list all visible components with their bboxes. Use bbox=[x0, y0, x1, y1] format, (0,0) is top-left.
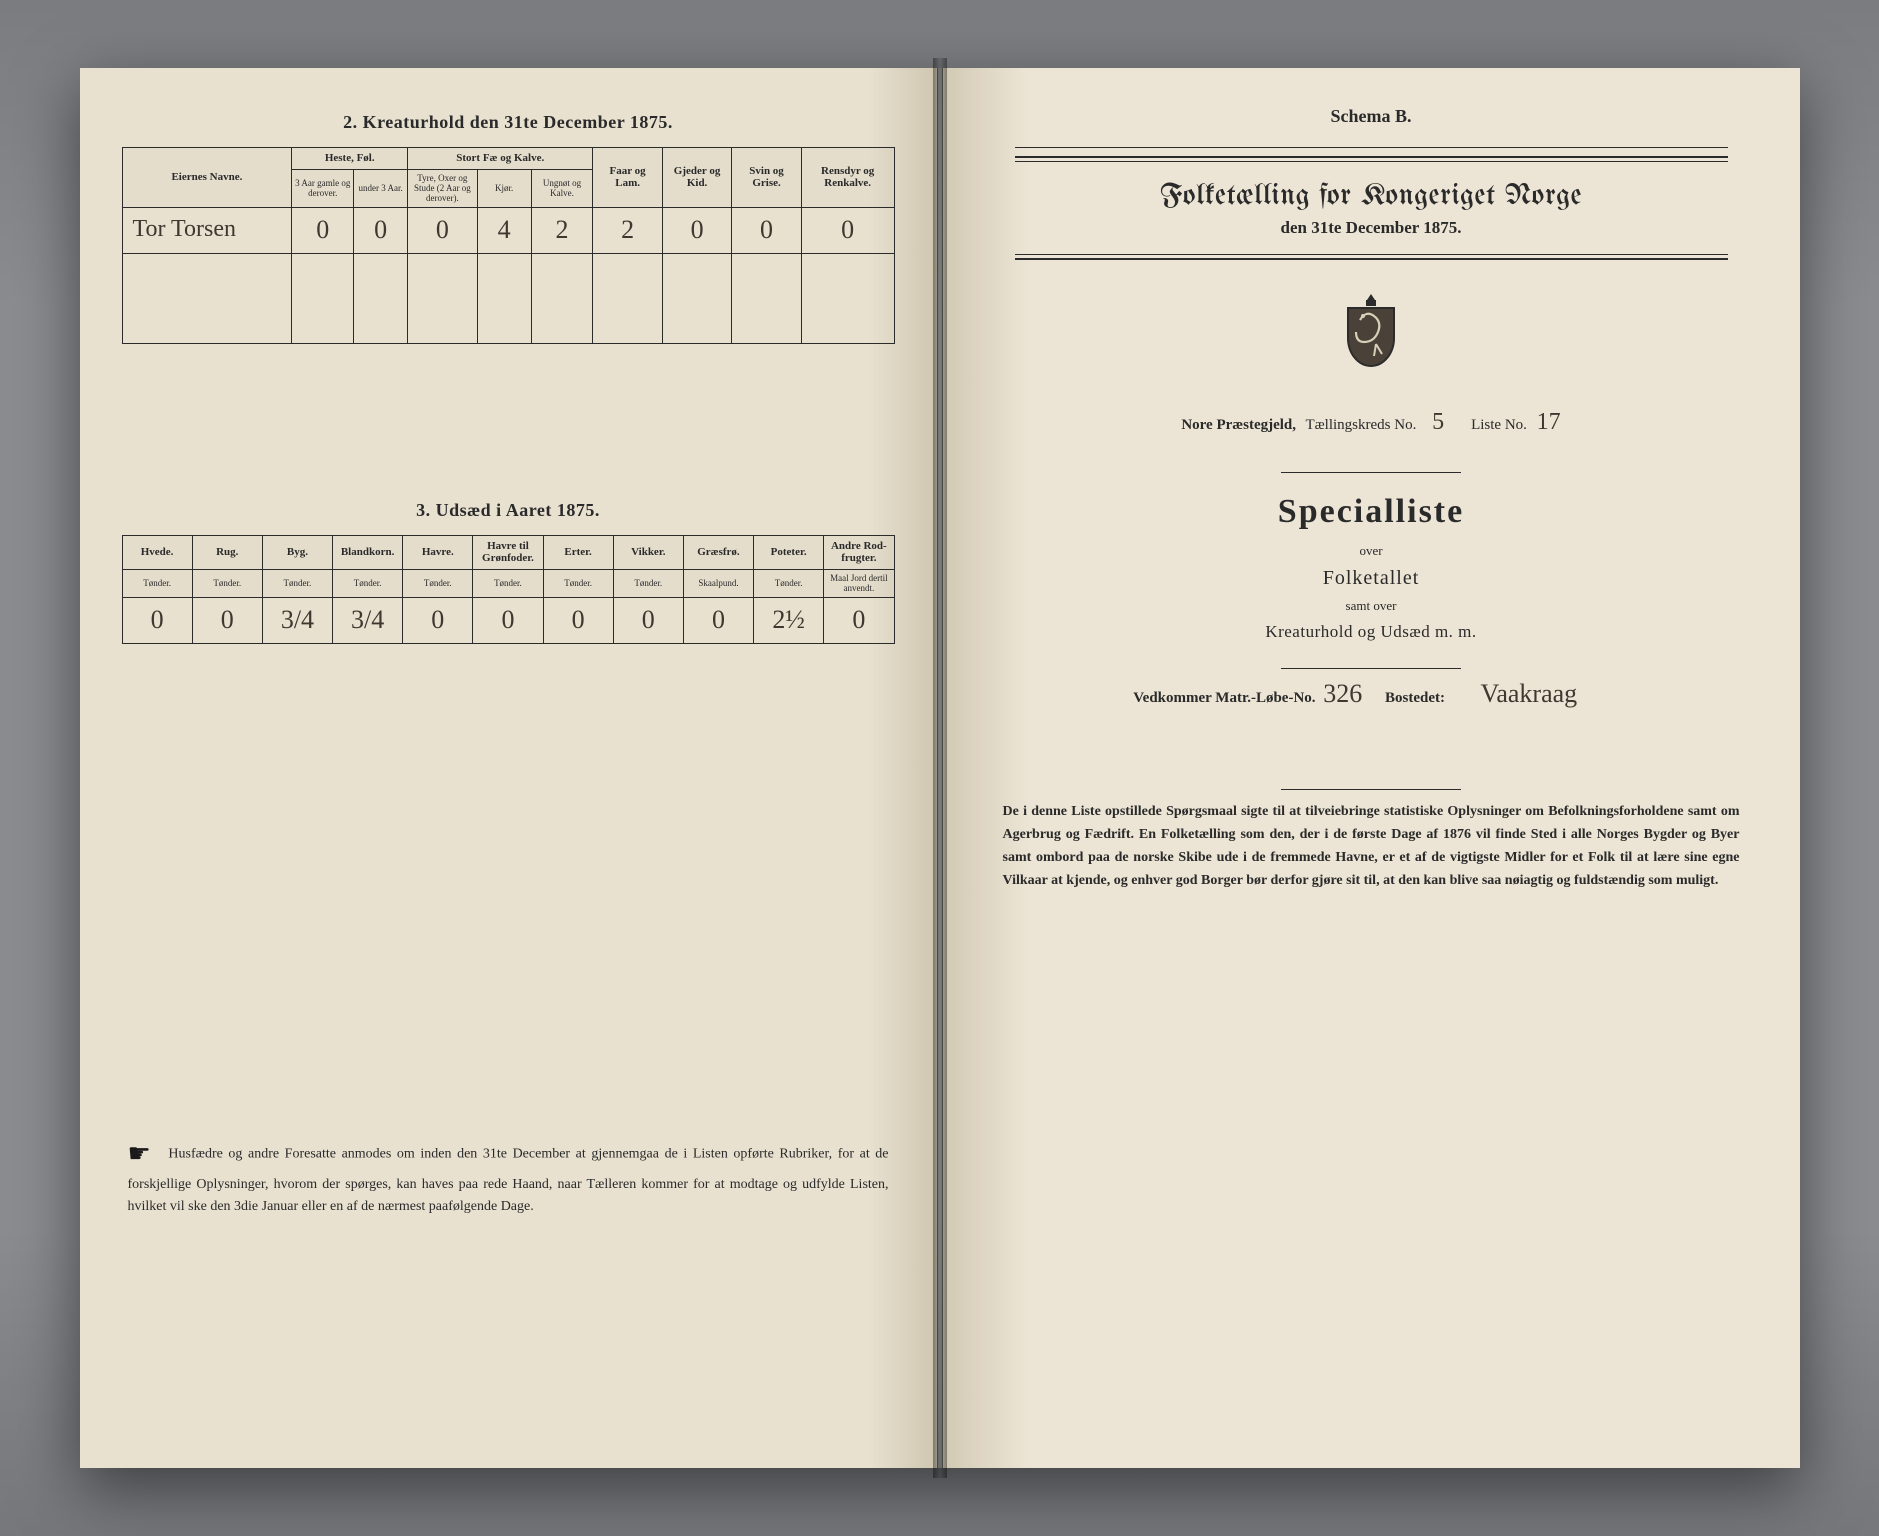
col-oats-green: Havre til Grønfoder. bbox=[473, 535, 543, 569]
census-title: Folketælling for Kongeriget Norge bbox=[1015, 180, 1728, 212]
unit: Tønder. bbox=[262, 569, 332, 597]
col-grass-seed: Græsfrø. bbox=[683, 535, 753, 569]
cell: 0 bbox=[662, 207, 731, 253]
census-date: den 31te December 1875. bbox=[1015, 218, 1728, 238]
livestock-table: Eiernes Navne. Heste, Føl. Stort Fæ og K… bbox=[122, 147, 895, 344]
liste-label: Liste No. bbox=[1471, 417, 1527, 433]
divider bbox=[1281, 789, 1461, 790]
instruction-footnote: ☛ Husfædre og andre Foresatte anmodes om… bbox=[122, 1134, 895, 1218]
cell: 0 bbox=[408, 207, 477, 253]
matr-no: 326 bbox=[1319, 679, 1366, 709]
over-label: over bbox=[985, 543, 1758, 559]
cell: 0 bbox=[732, 207, 801, 253]
matr-label: Vedkommer Matr.-Løbe-No. bbox=[1133, 690, 1315, 706]
seed-table: Hvede. Rug. Byg. Blandkorn. Havre. Havre… bbox=[122, 535, 895, 644]
cell: 0 bbox=[292, 207, 354, 253]
samt-over-label: samt over bbox=[985, 598, 1758, 614]
title-frame: Folketælling for Kongeriget Norge den 31… bbox=[1015, 156, 1728, 260]
cell: 0 bbox=[403, 597, 473, 643]
col-goats: Gjeder og Kid. bbox=[662, 148, 731, 208]
sub-cows: Kjør. bbox=[477, 169, 531, 207]
cell: 0 bbox=[473, 597, 543, 643]
book-spread: 2. Kreaturhold den 31te December 1875. E… bbox=[80, 68, 1800, 1468]
liste-no: 17 bbox=[1531, 409, 1567, 436]
cell: 0 bbox=[543, 597, 613, 643]
cell: 0 bbox=[354, 207, 408, 253]
table-row: Tor Torsen 0 0 0 4 2 2 0 0 0 bbox=[122, 207, 894, 253]
col-reindeer: Rensdyr og Renkalve. bbox=[801, 148, 894, 208]
table-row-empty bbox=[122, 253, 894, 343]
left-page: 2. Kreaturhold den 31te December 1875. E… bbox=[80, 68, 938, 1468]
kreds-label: Tællingskreds No. bbox=[1306, 417, 1417, 433]
col-vetch: Vikker. bbox=[613, 535, 683, 569]
section2-title: 2. Kreaturhold den 31te December 1875. bbox=[122, 112, 895, 133]
folketallet-label: Folketallet bbox=[985, 567, 1758, 590]
unit: Tønder. bbox=[613, 569, 683, 597]
col-oats: Havre. bbox=[403, 535, 473, 569]
col-potatoes: Poteter. bbox=[754, 535, 824, 569]
cell: 0 bbox=[122, 597, 192, 643]
cell: 2 bbox=[593, 207, 662, 253]
paragraph-text: De i denne Liste opstillede Spørgsmaal s… bbox=[1003, 804, 1740, 888]
coat-of-arms-icon bbox=[985, 288, 1758, 383]
matr-line: Vedkommer Matr.-Løbe-No. 326 Bostedet: V… bbox=[985, 679, 1758, 709]
col-roots: Andre Rod-frugter. bbox=[824, 535, 894, 569]
section3-title: 3. Udsæd i Aaret 1875. bbox=[122, 500, 895, 521]
unit: Tønder. bbox=[543, 569, 613, 597]
cell: 0 bbox=[192, 597, 262, 643]
cell: 3/4 bbox=[333, 597, 403, 643]
cell: 0 bbox=[801, 207, 894, 253]
explanatory-paragraph: De i denne Liste opstillede Spørgsmaal s… bbox=[985, 800, 1758, 892]
unit: Maal Jord dertil anvendt. bbox=[824, 569, 894, 597]
col-pigs: Svin og Grise. bbox=[732, 148, 801, 208]
bosted-name: Vaakraag bbox=[1449, 679, 1609, 709]
col-barley: Byg. bbox=[262, 535, 332, 569]
cell: 2½ bbox=[754, 597, 824, 643]
col-horses: Heste, Føl. bbox=[292, 148, 408, 170]
cell: 0 bbox=[613, 597, 683, 643]
col-sheep: Faar og Lam. bbox=[593, 148, 662, 208]
unit: Tønder. bbox=[403, 569, 473, 597]
sub-bulls: Tyre, Oxer og Stude (2 Aar og derover). bbox=[408, 169, 477, 207]
unit: Skaalpund. bbox=[683, 569, 753, 597]
specialliste-heading: Specialliste bbox=[985, 493, 1758, 531]
col-peas: Erter. bbox=[543, 535, 613, 569]
unit: Tønder. bbox=[333, 569, 403, 597]
schema-label: Schema B. bbox=[985, 106, 1758, 127]
unit: Tønder. bbox=[754, 569, 824, 597]
prestegjeld-label: Nore Præstegjeld, bbox=[1181, 417, 1296, 433]
bosted-label: Bostedet: bbox=[1385, 690, 1445, 706]
unit: Tønder. bbox=[192, 569, 262, 597]
book-gutter bbox=[933, 58, 947, 1478]
divider bbox=[1281, 472, 1461, 473]
sub-horse-under3: under 3 Aar. bbox=[354, 169, 408, 207]
kreatur-label: Kreaturhold og Udsæd m. m. bbox=[985, 622, 1758, 642]
pointing-hand-icon: ☛ bbox=[128, 1134, 151, 1174]
col-cattle: Stort Fæ og Kalve. bbox=[408, 148, 593, 170]
unit: Tønder. bbox=[122, 569, 192, 597]
divider bbox=[1015, 147, 1728, 148]
table-row: 0 0 3/4 3/4 0 0 0 0 0 2½ 0 bbox=[122, 597, 894, 643]
unit: Tønder. bbox=[473, 569, 543, 597]
footnote-text: Husfædre og andre Foresatte anmodes om i… bbox=[128, 1146, 889, 1214]
divider bbox=[1281, 668, 1461, 669]
cell: 0 bbox=[824, 597, 894, 643]
right-page: Schema B. Folketælling for Kongeriget No… bbox=[942, 68, 1800, 1468]
col-wheat: Hvede. bbox=[122, 535, 192, 569]
col-rye: Rug. bbox=[192, 535, 262, 569]
sub-horse-3plus: 3 Aar gamle og derover. bbox=[292, 169, 354, 207]
cell: 2 bbox=[531, 207, 593, 253]
document-viewer: 2. Kreaturhold den 31te December 1875. E… bbox=[0, 0, 1879, 1536]
cell: 0 bbox=[683, 597, 753, 643]
sub-calves: Ungnøt og Kalve. bbox=[531, 169, 593, 207]
cell: 4 bbox=[477, 207, 531, 253]
kreds-no: 5 bbox=[1420, 409, 1456, 436]
col-mixedgrain: Blandkorn. bbox=[333, 535, 403, 569]
cell: 3/4 bbox=[262, 597, 332, 643]
col-owner-name: Eiernes Navne. bbox=[122, 148, 292, 208]
owner-name-cell: Tor Torsen bbox=[122, 207, 292, 253]
district-line: Nore Præstegjeld, Tællingskreds No. 5 Li… bbox=[985, 409, 1758, 436]
